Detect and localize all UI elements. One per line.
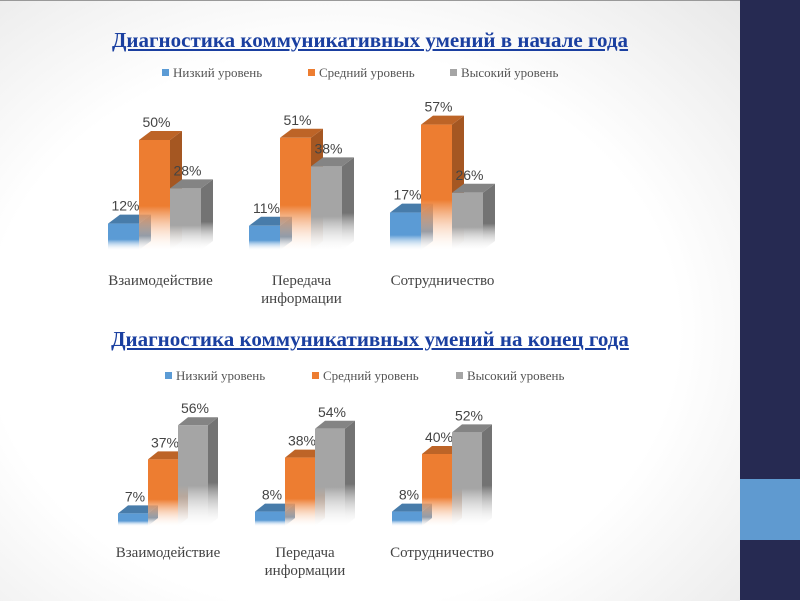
accent-block bbox=[740, 479, 800, 540]
bar-side bbox=[201, 179, 213, 250]
data-label: 7% bbox=[125, 488, 145, 504]
data-label: 8% bbox=[262, 487, 282, 503]
bar bbox=[421, 124, 452, 250]
legend-marker bbox=[456, 372, 463, 379]
category-label: Передача bbox=[275, 545, 335, 561]
bar bbox=[118, 513, 148, 526]
bar-side bbox=[482, 424, 492, 526]
data-label: 28% bbox=[173, 162, 201, 178]
bar-top bbox=[170, 179, 213, 189]
category-label: информации bbox=[261, 291, 342, 307]
bar bbox=[452, 192, 483, 250]
bar-top bbox=[311, 157, 354, 167]
bar bbox=[452, 432, 482, 526]
category-label: Сотрудничество bbox=[390, 545, 494, 561]
data-label: 38% bbox=[288, 433, 316, 449]
bar-side bbox=[345, 420, 355, 526]
bar bbox=[422, 454, 452, 526]
legend-label: Низкий уровень bbox=[173, 65, 262, 80]
data-label: 50% bbox=[142, 114, 170, 130]
bar bbox=[311, 166, 342, 250]
data-label: 8% bbox=[399, 487, 419, 503]
legend-marker bbox=[450, 69, 457, 76]
bar bbox=[285, 457, 315, 526]
bar-top bbox=[315, 420, 355, 429]
chart2: Низкий уровень Средний уровень Высокий уро… bbox=[116, 368, 565, 579]
data-label: 54% bbox=[318, 404, 346, 420]
data-label: 11% bbox=[253, 200, 280, 216]
category-label: информации bbox=[265, 563, 346, 579]
bar-top bbox=[139, 131, 182, 140]
legend-marker bbox=[312, 372, 319, 379]
bar-top bbox=[421, 115, 464, 125]
legend-marker bbox=[165, 372, 172, 379]
data-label: 40% bbox=[425, 429, 453, 445]
legend-label: Высокий уровень bbox=[467, 368, 564, 383]
data-label: 37% bbox=[151, 434, 179, 450]
bar bbox=[249, 225, 280, 250]
category-label: Сотрудничество bbox=[391, 273, 495, 289]
chart1-title: Диагностика коммуникативных умений в нач… bbox=[111, 28, 629, 52]
bar bbox=[178, 425, 208, 526]
bar bbox=[170, 188, 201, 250]
legend-marker bbox=[162, 69, 169, 76]
bar bbox=[255, 511, 285, 526]
bar-side bbox=[342, 157, 354, 250]
bar-top bbox=[452, 424, 492, 433]
data-label: 56% bbox=[181, 400, 209, 416]
category-label: Передача bbox=[272, 273, 332, 289]
bar bbox=[148, 459, 178, 526]
bar-top bbox=[280, 128, 323, 138]
legend-label: Средний уровень bbox=[319, 65, 415, 80]
bar-side bbox=[483, 183, 495, 250]
data-label: 38% bbox=[314, 140, 342, 156]
category-label: Взаимодействие bbox=[108, 273, 213, 289]
data-label: 57% bbox=[424, 99, 452, 115]
chart1: Низкий уровень Средний уровень Высокий уро… bbox=[108, 65, 558, 307]
legend-label: Высокий уровень bbox=[461, 65, 558, 80]
legend-label: Низкий уровень bbox=[176, 368, 265, 383]
bar bbox=[280, 137, 311, 250]
category-label: Взаимодействие bbox=[116, 545, 221, 561]
bar bbox=[108, 223, 139, 250]
data-label: 51% bbox=[283, 112, 311, 128]
data-label: 52% bbox=[455, 407, 483, 423]
bar bbox=[392, 511, 422, 526]
slide bbox=[0, 0, 740, 601]
bar bbox=[139, 140, 170, 250]
bar bbox=[390, 212, 421, 250]
bar-top bbox=[452, 183, 495, 193]
bar-side bbox=[208, 417, 218, 526]
chart2-title: Диагностика коммуникативных умений на ко… bbox=[111, 327, 629, 351]
legend-label: Средний уровень bbox=[323, 368, 419, 383]
data-label: 12% bbox=[111, 198, 139, 214]
data-label: 17% bbox=[393, 187, 421, 203]
data-label: 26% bbox=[455, 167, 483, 183]
bar-top bbox=[178, 417, 218, 426]
legend-marker bbox=[308, 69, 315, 76]
bar bbox=[315, 428, 345, 526]
